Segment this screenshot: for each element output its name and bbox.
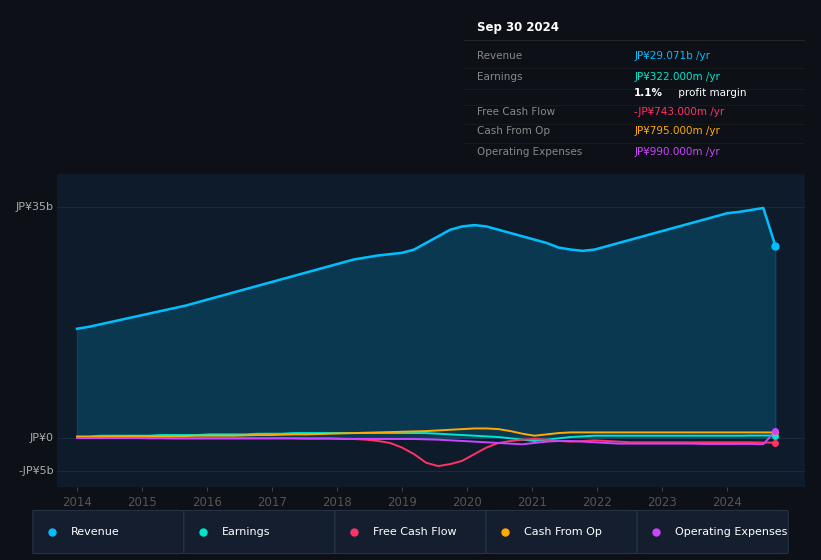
Text: 1.1%: 1.1% [635,87,663,97]
FancyBboxPatch shape [637,510,788,554]
FancyBboxPatch shape [184,510,335,554]
Text: JP¥990.000m /yr: JP¥990.000m /yr [635,147,720,157]
Text: Revenue: Revenue [478,51,523,61]
Text: profit margin: profit margin [675,87,746,97]
Text: Free Cash Flow: Free Cash Flow [478,107,556,116]
FancyBboxPatch shape [335,510,486,554]
Text: Cash From Op: Cash From Op [478,126,551,136]
Text: Earnings: Earnings [222,527,270,537]
Text: -JP¥5b: -JP¥5b [18,466,53,475]
Text: Cash From Op: Cash From Op [524,527,602,537]
Text: Operating Expenses: Operating Expenses [478,147,583,157]
Text: Sep 30 2024: Sep 30 2024 [478,21,559,34]
Text: JP¥795.000m /yr: JP¥795.000m /yr [635,126,720,136]
Text: JP¥35b: JP¥35b [16,202,53,212]
FancyBboxPatch shape [486,510,637,554]
Text: Revenue: Revenue [71,527,119,537]
Text: Free Cash Flow: Free Cash Flow [373,527,456,537]
Text: JP¥29.071b /yr: JP¥29.071b /yr [635,51,710,61]
FancyBboxPatch shape [33,510,184,554]
Text: Earnings: Earnings [478,72,523,82]
Text: Operating Expenses: Operating Expenses [675,527,787,537]
Text: JP¥322.000m /yr: JP¥322.000m /yr [635,72,720,82]
Text: -JP¥743.000m /yr: -JP¥743.000m /yr [635,107,724,116]
Text: JP¥0: JP¥0 [30,433,53,443]
